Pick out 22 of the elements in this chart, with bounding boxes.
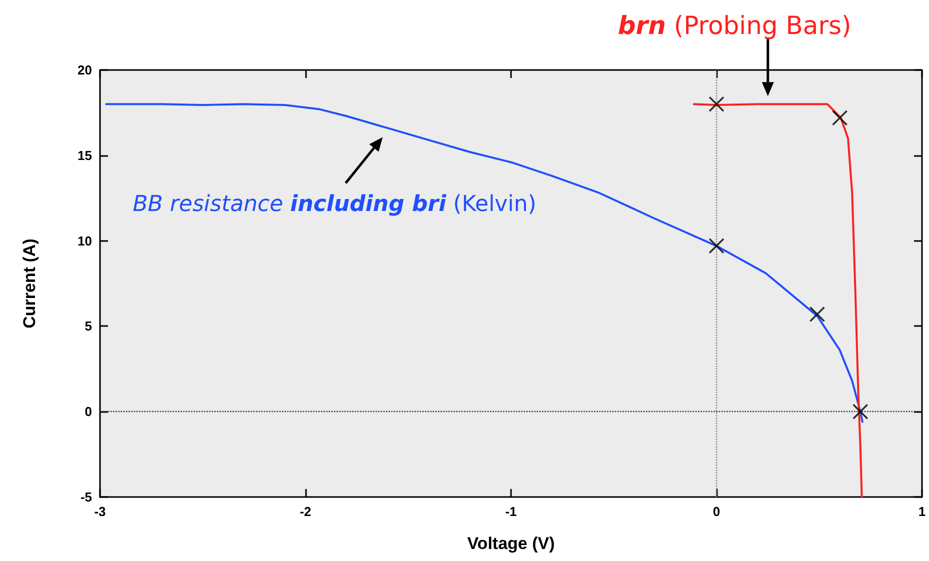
y-tick-label: 0 bbox=[84, 404, 92, 420]
annotation: brn (Probing Bars) bbox=[618, 11, 852, 40]
line-series bbox=[692, 103, 863, 498]
line-series bbox=[105, 103, 864, 423]
x-tick-label: 0 bbox=[712, 504, 720, 519]
x-tick-label: 1 bbox=[918, 504, 926, 519]
y-axis-title: Current (A) bbox=[20, 238, 39, 328]
point bbox=[832, 110, 848, 126]
y-tick-label: 15 bbox=[78, 148, 92, 163]
point bbox=[852, 404, 868, 420]
x-axis-title: Voltage (V) bbox=[467, 534, 555, 553]
point bbox=[809, 306, 826, 322]
point bbox=[708, 96, 724, 112]
y-tick-label: -5 bbox=[80, 490, 92, 504]
y-tick-label: 20 bbox=[78, 62, 92, 78]
x-tick-label: -1 bbox=[505, 504, 517, 519]
y-tick-label: 10 bbox=[78, 233, 92, 248]
point bbox=[708, 238, 724, 254]
y-tick-label: 5 bbox=[84, 318, 92, 334]
annotation: BB resistance including bri (Kelvin) bbox=[132, 192, 536, 218]
x-tick-label: -2 bbox=[300, 504, 312, 519]
x-tick-label: -3 bbox=[94, 504, 106, 519]
